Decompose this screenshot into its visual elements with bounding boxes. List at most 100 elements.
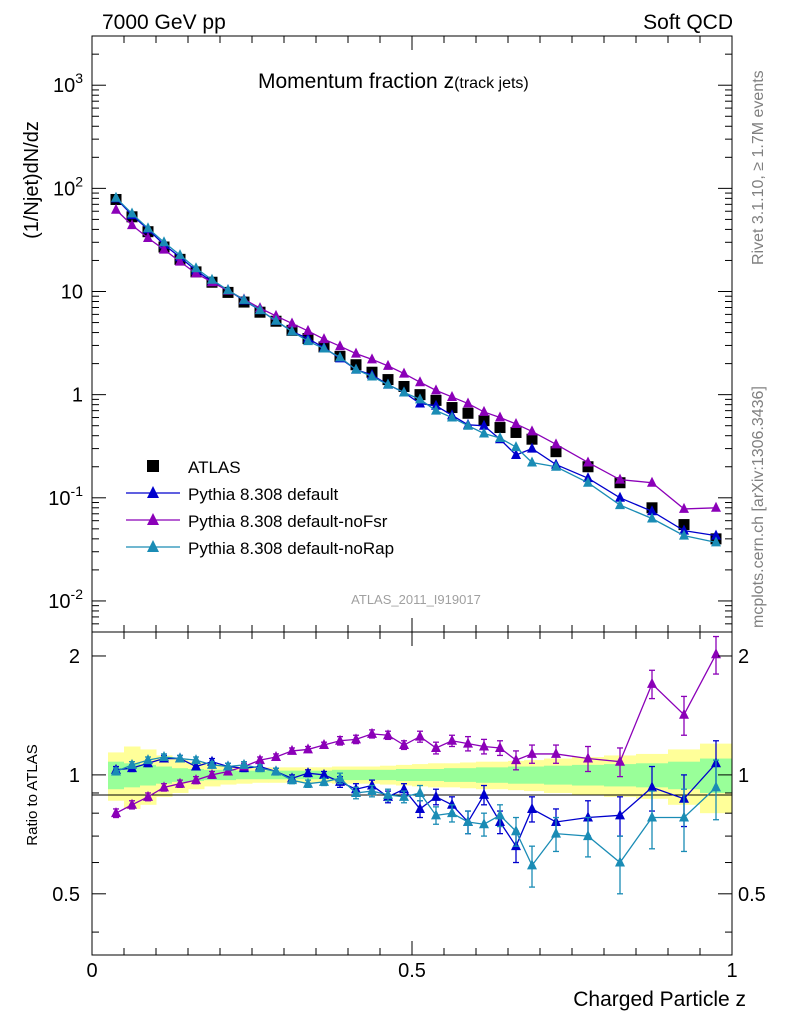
series-2-main-point: [175, 255, 185, 266]
series-2-main-point: [711, 501, 721, 512]
series-1-main-point: [527, 442, 537, 453]
series-2-ratio-point: [319, 739, 329, 750]
series-2-ratio-point: [335, 734, 345, 745]
main-title: Momentum fraction z(track jets): [258, 70, 529, 93]
series-3-ratio-point: [335, 772, 345, 783]
side-label-rivet: Rivet 3.1.10, ≥ 1.7M events: [750, 70, 767, 265]
series-2-ratio-point: [127, 798, 137, 809]
series-3-ratio-point: [399, 790, 409, 801]
series-0-main-point: [582, 461, 594, 473]
series-1-ratio-point: [615, 809, 625, 820]
main-y-tick-label-exp: -2: [71, 586, 84, 602]
series-1-main-point: [711, 529, 721, 540]
series-0-main-point: [678, 519, 690, 531]
series-3-main-point: [647, 512, 657, 523]
series-3-ratio-point: [175, 752, 185, 763]
legend-label: Pythia 8.308 default: [188, 485, 339, 504]
ratio-band-green: [396, 768, 413, 782]
ratio-panel: 0.5 0.5 1 1 2 2 Ratio to ATLAS: [24, 631, 766, 956]
series-3-ratio-point: [615, 856, 625, 867]
main-y-tick-label-exp: 3: [75, 70, 83, 86]
series-1-ratio-point: [431, 790, 441, 801]
series-2-ratio-point: [711, 648, 721, 659]
series-1-main-point: [647, 505, 657, 516]
series-3-ratio-point: [463, 815, 473, 826]
series-3-main-point: [415, 393, 425, 404]
series-2-main-point: [415, 376, 425, 387]
series-2-ratio-point: [111, 807, 121, 818]
series-2-ratio-point: [367, 727, 377, 738]
analysis-id: ATLAS_2011_I919017: [351, 592, 481, 607]
legend-label: Pythia 8.308 default-noFsr: [188, 512, 388, 531]
series-3-ratio-point: [127, 758, 137, 769]
series-2-main-point: [479, 405, 489, 416]
series-1-ratio-point: [303, 767, 313, 778]
ratio-band-green: [524, 766, 545, 784]
series-0-main-point: [446, 402, 458, 414]
series-3-ratio-point: [303, 777, 313, 788]
series-2-main-point: [351, 347, 361, 358]
series-3-main-point: [431, 404, 441, 415]
series-2-main-point: [127, 219, 137, 230]
series-0-main-point: [526, 433, 538, 445]
series-3-ratio-point: [223, 760, 233, 771]
series-2-ratio-point: [431, 741, 441, 752]
y-axis-label: (1/Njet)dN/dz: [21, 121, 43, 239]
main-y-tick-label: 102: [53, 173, 83, 200]
ratio-band-green: [252, 770, 269, 780]
series-1-main-point: [615, 491, 625, 502]
series-3-ratio-point: [351, 786, 361, 797]
series-2-ratio-point: [143, 790, 153, 801]
series-3-main-point: [679, 529, 689, 540]
series-3-main-point: [143, 222, 153, 233]
ratio-y-tick-label-right: 2: [738, 646, 749, 668]
series-2-ratio-point: [495, 741, 505, 752]
series-2-ratio-point: [351, 733, 361, 744]
legend-marker: [147, 513, 159, 525]
series-3-main-point: [511, 441, 521, 452]
x-tick-label: 0.5: [398, 960, 426, 982]
series-2-main-point: [399, 367, 409, 378]
series-2-main-point: [191, 267, 201, 278]
series-2-main-point: [431, 384, 441, 395]
header-left: 7000 GeV pp: [102, 11, 226, 34]
series-2-ratio-point: [399, 739, 409, 750]
ratio-band-green: [364, 769, 381, 781]
series-3-ratio-point: [479, 818, 489, 829]
series-3-ratio-point: [527, 859, 537, 870]
main-marks: [110, 191, 722, 547]
legend-marker: [147, 486, 159, 498]
series-3-main-point: [207, 273, 217, 284]
series-2-main-point: [335, 340, 345, 351]
series-3-ratio-point: [367, 785, 377, 796]
series-3-ratio-point: [511, 825, 521, 836]
series-3-main-point: [399, 386, 409, 397]
ratio-band-green: [124, 763, 141, 788]
main-y-tick-label-exp: 2: [75, 173, 83, 189]
ratio-band-green: [412, 768, 429, 782]
series-2-main-point: [383, 359, 393, 370]
series-0-main-point: [510, 426, 522, 438]
series-3-main-point: [527, 456, 537, 467]
ratio-y-tick-label: 2: [69, 646, 80, 668]
series-1-ratio-point: [527, 802, 537, 813]
series-2-ratio-point: [679, 708, 689, 719]
series-2-ratio-point: [271, 750, 281, 761]
series-3-ratio-point: [143, 754, 153, 765]
series-3-main-point: [159, 236, 169, 247]
ratio-band-green: [140, 764, 157, 786]
series-1-main-point: [479, 419, 489, 430]
series-3-main-point: [711, 536, 721, 547]
series-2-ratio-point: [191, 774, 201, 785]
ratio-band-green: [476, 767, 493, 783]
main-y-tick-label-exp: -1: [71, 483, 84, 499]
series-3-main-point: [383, 378, 393, 389]
series-2-ratio-point: [551, 747, 561, 758]
ratio-band-green: [444, 768, 461, 782]
series-3-main-point: [287, 325, 297, 336]
header-right: Soft QCD: [643, 11, 733, 34]
series-3-ratio-point: [271, 765, 281, 776]
